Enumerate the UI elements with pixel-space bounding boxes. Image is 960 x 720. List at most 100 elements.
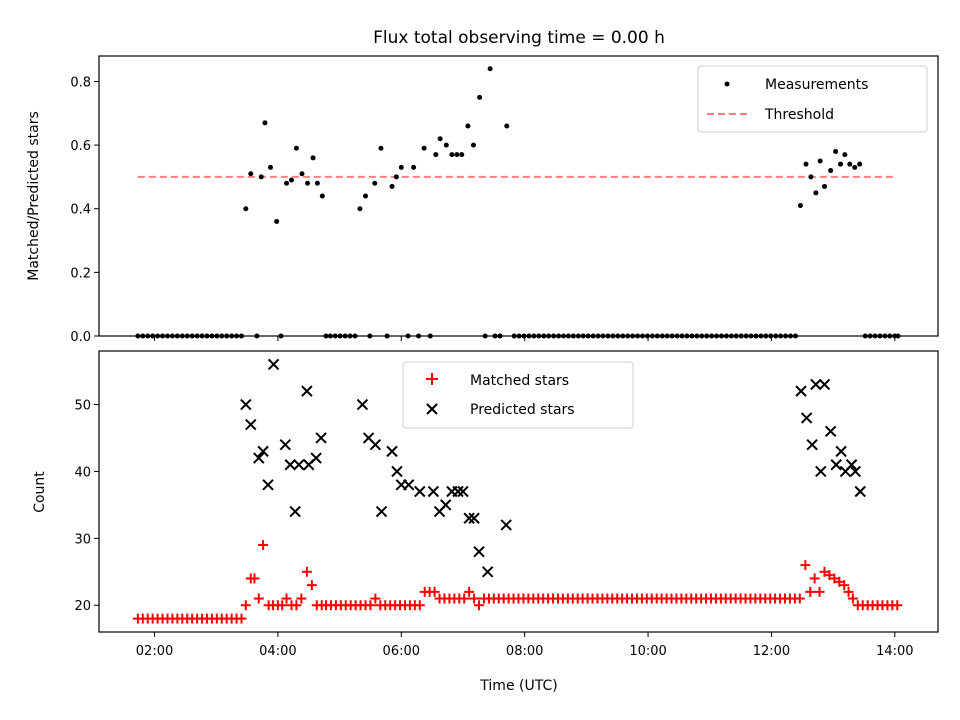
matched-star-point <box>843 586 854 597</box>
predicted-star-point <box>427 485 440 498</box>
top-y-axis-label: Matched/Predicted stars <box>26 111 42 281</box>
matched-star-point <box>258 540 269 551</box>
measurement-point <box>293 145 299 151</box>
measurement-point <box>363 193 369 199</box>
matched-star-point <box>240 600 251 611</box>
top-x-ticks <box>154 336 896 341</box>
legend-predicted-marker <box>426 403 438 415</box>
measurement-point <box>808 174 814 180</box>
predicted-star-point <box>854 485 866 498</box>
matched-star-point <box>814 586 825 597</box>
top-y-tick-label: 0.8 <box>70 75 91 90</box>
measurement-point <box>433 152 439 158</box>
bottom-y-ticks: 20 30 40 50 <box>74 399 99 614</box>
top-y-tick-label: 0.2 <box>70 266 91 281</box>
measurement-point <box>838 161 844 167</box>
measurement-point <box>477 94 483 100</box>
matched-star-point <box>809 573 820 584</box>
matched-star-point <box>253 593 264 604</box>
predicted-star-point <box>830 459 842 471</box>
measurement-point <box>314 180 320 186</box>
predicted-star-point <box>402 479 415 491</box>
matched-star-point <box>892 600 903 611</box>
bottom-y-tick-label: 20 <box>74 599 91 614</box>
measurement-point <box>857 161 863 167</box>
chart-title: Flux total observing time = 0.00 h <box>373 28 665 48</box>
legend-matched-marker <box>426 373 438 385</box>
measurement-point <box>274 218 280 224</box>
predicted-star-point <box>391 465 403 478</box>
predicted-star-point <box>284 459 296 471</box>
matched-star-point <box>429 586 440 597</box>
bottom-panel: 20 30 40 50 02:00 04:00 06:00 08:00 10:00 12:00 1… <box>32 350 939 694</box>
matched-star-point <box>459 593 470 604</box>
x-tick-label: 10:00 <box>629 644 666 659</box>
legend-matched-label: Matched stars <box>470 373 569 389</box>
measurement-point <box>487 66 493 72</box>
bottom-y-tick-label: 40 <box>74 465 91 480</box>
predicted-star-point <box>375 505 388 518</box>
top-y-tick-label: 0.0 <box>70 330 91 345</box>
matched-star-point <box>291 600 302 611</box>
top-axes-frame <box>98 55 939 337</box>
predicted-star-point <box>815 465 827 478</box>
matched-star-point <box>839 580 850 591</box>
measurement-point <box>813 190 819 196</box>
matched-star-point <box>414 600 425 611</box>
measurement-point <box>393 174 399 180</box>
predicted-star-point <box>240 398 252 411</box>
matched-star-point <box>370 593 381 604</box>
predicted-star-point <box>369 438 382 451</box>
measurement-point <box>310 155 316 161</box>
measurement-point <box>268 164 274 170</box>
measurement-point <box>258 174 264 180</box>
predicted-star-point <box>414 485 426 498</box>
x-tick-label: 02:00 <box>136 644 173 659</box>
measurement-point <box>299 171 305 177</box>
predicted-star-point <box>279 438 292 451</box>
predicted-star-point <box>845 459 858 471</box>
bottom-marks <box>132 358 903 624</box>
bottom-legend: Matched stars Predicted stars <box>402 361 634 429</box>
matched-star-point <box>277 600 288 611</box>
top-marks <box>135 66 901 339</box>
matched-star-point <box>469 593 480 604</box>
measurement-point <box>842 152 848 158</box>
measurement-point <box>454 152 460 158</box>
predicted-star-point <box>245 418 257 431</box>
legend-predicted-label: Predicted stars <box>470 402 575 418</box>
measurement-point <box>852 164 858 170</box>
measurement-point <box>378 145 384 151</box>
predicted-star-point <box>301 385 313 397</box>
predicted-star-point <box>310 452 322 464</box>
predicted-star-point <box>439 499 452 511</box>
measurement-point <box>411 164 417 170</box>
measurement-point <box>288 177 294 183</box>
measurement-point <box>443 142 449 148</box>
predicted-star-point <box>293 459 305 471</box>
bottom-y-tick-label: 50 <box>74 399 91 414</box>
measurement-point <box>243 206 249 212</box>
top-panel: 0.00.20.40.60.8 Matched/Predicted stars … <box>26 55 939 345</box>
measurement-point <box>470 142 476 148</box>
x-tick-label: 04:00 <box>259 644 296 659</box>
measurement-point <box>817 158 823 164</box>
matched-star-point <box>249 573 260 584</box>
top-y-ticks: 0.0 0.2 0.4 0.6 0.8 <box>70 75 99 345</box>
measurement-point <box>421 145 427 151</box>
measurement-point <box>828 168 834 174</box>
legend-measurements-marker <box>724 81 730 87</box>
measurement-point <box>847 161 853 167</box>
top-y-tick-label: 0.6 <box>70 139 91 154</box>
matched-star-point <box>365 600 376 611</box>
measurement-point <box>389 183 395 189</box>
matched-star-point <box>464 586 475 597</box>
predicted-star-point <box>806 438 818 451</box>
top-y-tick-label: 0.4 <box>70 203 91 218</box>
predicted-star-point <box>386 445 398 458</box>
predicted-star-point <box>835 445 847 458</box>
predicted-star-point <box>262 479 274 491</box>
bottom-y-axis-label: Count <box>32 471 48 513</box>
predicted-star-point <box>257 445 269 458</box>
